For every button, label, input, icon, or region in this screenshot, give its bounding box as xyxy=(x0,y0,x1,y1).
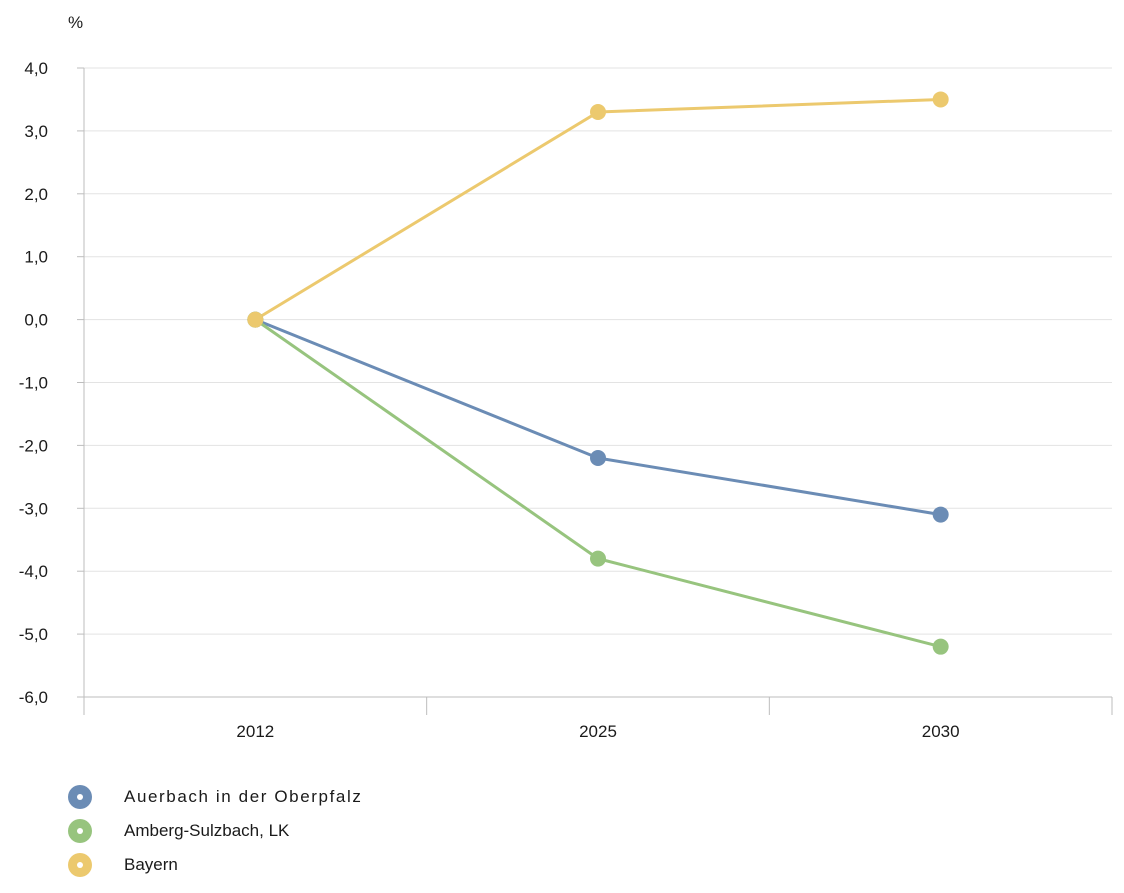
legend-item-amberg-sulzbach[interactable]: Amberg-Sulzbach, LK xyxy=(68,814,362,848)
x-tick-label: 2030 xyxy=(922,722,960,741)
y-tick-label: 1,0 xyxy=(24,248,48,267)
legend-marker-amberg-sulzbach xyxy=(68,819,92,843)
series-line xyxy=(253,318,943,517)
data-point[interactable] xyxy=(590,104,606,121)
y-tick-label: 4,0 xyxy=(24,59,48,78)
data-point[interactable] xyxy=(932,506,949,523)
legend-label-amberg-sulzbach: Amberg-Sulzbach, LK xyxy=(124,821,290,840)
y-tick-label: -1,0 xyxy=(19,374,48,393)
legend-label-auerbach: Auerbach in der Oberpfalz xyxy=(124,787,363,806)
x-axis xyxy=(83,697,1113,715)
x-tick-label: 2012 xyxy=(236,722,274,741)
series-points xyxy=(247,91,949,655)
legend: Auerbach in der Oberpfalz Amberg-Sulzbac… xyxy=(68,780,362,882)
data-point[interactable] xyxy=(247,311,264,328)
legend-label-bayern: Bayern xyxy=(124,855,178,874)
data-point[interactable] xyxy=(590,449,606,466)
legend-item-auerbach[interactable]: Auerbach in der Oberpfalz xyxy=(68,780,362,814)
y-tick-label: -6,0 xyxy=(19,688,48,707)
x-axis-tick-labels: 2012 2025 2030 xyxy=(236,722,959,741)
y-tick-label: 0,0 xyxy=(24,311,48,330)
y-tick-label: -2,0 xyxy=(19,436,48,455)
y-axis-unit-label: % xyxy=(68,13,83,32)
data-point[interactable] xyxy=(932,91,949,108)
y-tick-label: 3,0 xyxy=(24,122,48,141)
series-line xyxy=(253,318,943,649)
legend-marker-auerbach xyxy=(68,785,92,809)
series-line xyxy=(253,97,943,322)
y-tick-label: -5,0 xyxy=(19,625,48,644)
gridlines xyxy=(77,67,1112,715)
data-point[interactable] xyxy=(932,638,949,655)
data-point[interactable] xyxy=(590,550,606,567)
y-axis-tick-labels: 4,0 3,0 2,0 1,0 0,0 -1,0 -2,0 -3,0 -4,0 -5,0 -6,0 xyxy=(19,59,48,707)
y-tick-label: -4,0 xyxy=(19,562,48,581)
y-tick-label: 2,0 xyxy=(24,185,48,204)
legend-item-bayern[interactable]: Bayern xyxy=(68,848,362,882)
y-tick-label: -3,0 xyxy=(19,499,48,518)
x-tick-label: 2025 xyxy=(579,722,617,741)
legend-marker-bayern xyxy=(68,853,92,877)
line-chart: % 4,0 3,0 2,0 1,0 0,0 -1,0 -2,0 -3,0 -4,0 -5,0 -6,… xyxy=(19,13,1113,741)
